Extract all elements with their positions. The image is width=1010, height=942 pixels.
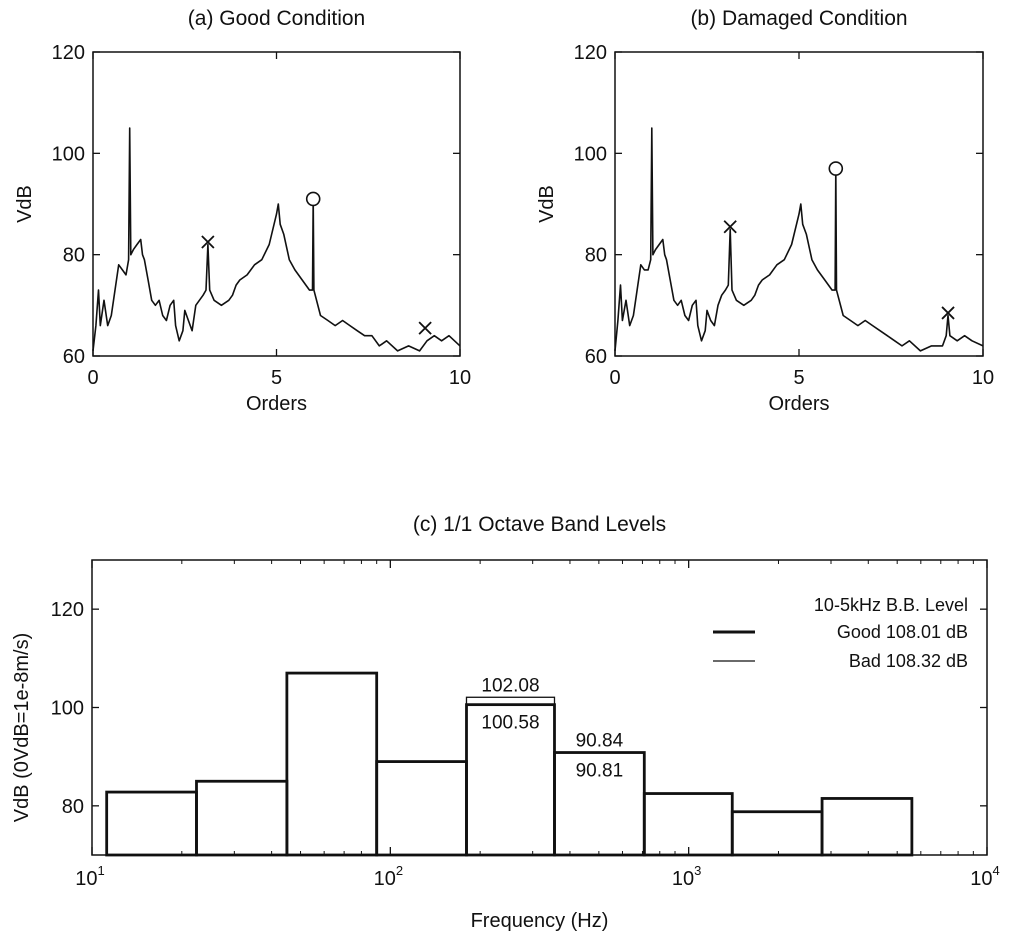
x-tick-base: 10 [672,868,694,890]
octave-bar-bad [106,791,198,856]
octave-bar-good [820,797,914,857]
x-marker [723,220,737,234]
circle-marker [305,191,321,207]
octave-bar-bad [731,811,823,856]
x-tick-label: 104 [970,863,999,890]
x-marker [418,321,432,335]
panel-c-title: (c) 1/1 Octave Band Levels [413,513,666,536]
value-annotation: 100.58 [481,713,539,734]
x-axis-label: Orders [768,393,829,415]
panel-a-title: (a) Good Condition [188,7,365,30]
octave-bar-bad [376,760,468,856]
y-tick-label: 60 [63,346,85,368]
y-axis-label: VdB [536,185,558,223]
circle-marker [828,161,844,176]
legend-title: 10-5kHz B.B. Level [814,595,968,615]
octave-bar-good [105,790,198,857]
y-tick-label: 120 [52,42,85,64]
x-marker [941,306,955,320]
x-axis-label: Orders [246,393,307,415]
octave-bar-bad [643,792,733,856]
x-tick-label: 0 [609,367,620,389]
panel-b: (b) Damaged Condition 60 80 100 120 0 5 10 Order… [536,7,994,415]
x-tick-label: 10 [972,367,994,389]
x-tick-label: 103 [672,863,701,890]
x-marker [201,235,215,249]
x-tick-exponent: 1 [98,863,105,878]
octave-bar-good [375,760,468,857]
x-tick-label: 5 [271,367,282,389]
octave-bar-bad [195,780,288,856]
x-tick-base: 10 [374,868,396,890]
y-tick-label: 100 [51,698,84,720]
value-annotation: 90.84 [576,731,624,752]
legend-entry: Good 108.01 dB [837,622,968,642]
x-tick-base: 10 [75,868,97,890]
y-axis-label: VdB (0VdB=1e-8m/s) [11,633,33,823]
panel-b-axes-frame [614,51,984,357]
panel-b-title: (b) Damaged Condition [690,7,907,30]
panel-a-spectrum-line [92,127,461,352]
x-tick-label: 102 [374,863,403,890]
y-tick-label: 100 [52,143,85,165]
octave-bar-bad [286,672,378,856]
y-tick-label: 120 [51,599,84,621]
octave-bar-good [730,810,824,857]
x-tick-label: 5 [793,367,804,389]
panel-a-axes-frame [92,51,461,357]
y-tick-label: 60 [585,346,607,368]
octave-bar-bad [821,797,913,856]
x-axis-label: Frequency (Hz) [471,910,609,932]
y-tick-label: 80 [585,245,607,267]
y-axis-label: VdB [14,185,36,223]
x-tick-base: 10 [970,868,992,890]
value-annotation: 90.81 [576,761,624,782]
octave-bar-good [642,792,734,857]
legend-entry: Bad 108.32 dB [849,651,968,671]
x-tick-exponent: 4 [993,863,1000,878]
y-tick-label: 100 [574,143,607,165]
panel-a: (a) Good Condition 60 80 100 120 0 5 10 Orders Vd… [14,7,471,415]
octave-bar-good [195,779,289,857]
x-tick-label: 10 [449,367,471,389]
value-annotation: 102.08 [481,675,539,696]
y-tick-label: 120 [574,42,607,64]
x-tick-label: 101 [75,863,104,890]
y-tick-label: 80 [63,245,85,267]
x-tick-label: 0 [87,367,98,389]
y-tick-label: 80 [62,796,84,818]
x-tick-exponent: 3 [694,863,701,878]
x-tick-exponent: 2 [396,863,403,878]
panel-b-spectrum-line [614,127,984,352]
octave-bar-good [285,671,379,857]
